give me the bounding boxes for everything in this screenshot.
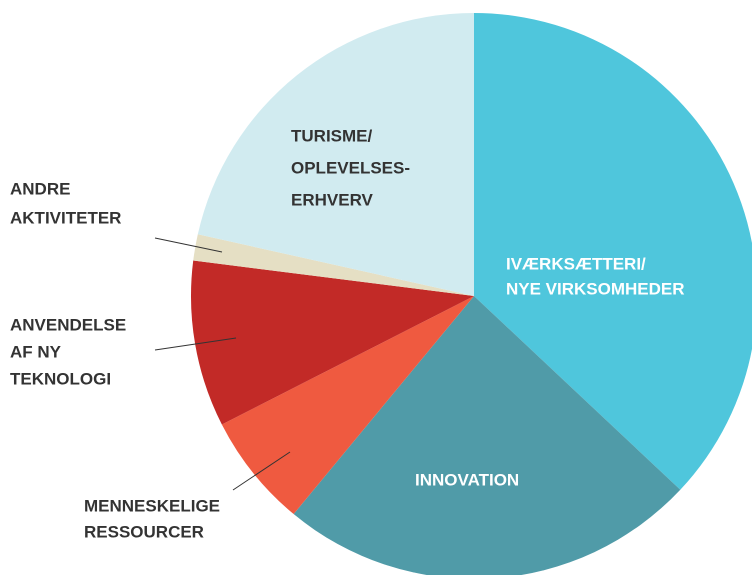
- leader-line: [232, 451, 291, 491]
- slice-label: ANVENDELSE: [10, 315, 126, 334]
- pie-slice: [191, 260, 474, 425]
- slice-label: TEKNOLOGI: [10, 369, 111, 388]
- slice-label: ANDRE: [10, 179, 70, 198]
- pie-slice: [293, 296, 681, 575]
- slice-label: MENNESKELIGE: [84, 496, 220, 515]
- pie-slice: [474, 13, 752, 490]
- pie-slice: [193, 234, 474, 296]
- slice-label: IVÆRKSÆTTERI/: [506, 254, 646, 273]
- leader-line: [154, 337, 237, 351]
- slice-label: TURISME/: [291, 126, 373, 145]
- slice-label: ERHVERV: [291, 190, 374, 209]
- slice-label: NYE VIRKSOMHEDER: [506, 279, 685, 298]
- slice-label: RESSOURCER: [84, 522, 204, 541]
- pie-slice: [221, 296, 474, 515]
- slice-label: OPLEVELSES-: [291, 158, 410, 177]
- leader-line: [154, 237, 223, 253]
- slice-label: AF NY: [10, 342, 62, 361]
- slice-label: AKTIVITETER: [10, 208, 121, 227]
- slice-label: INNOVATION: [415, 470, 519, 489]
- pie-slice: [197, 13, 474, 296]
